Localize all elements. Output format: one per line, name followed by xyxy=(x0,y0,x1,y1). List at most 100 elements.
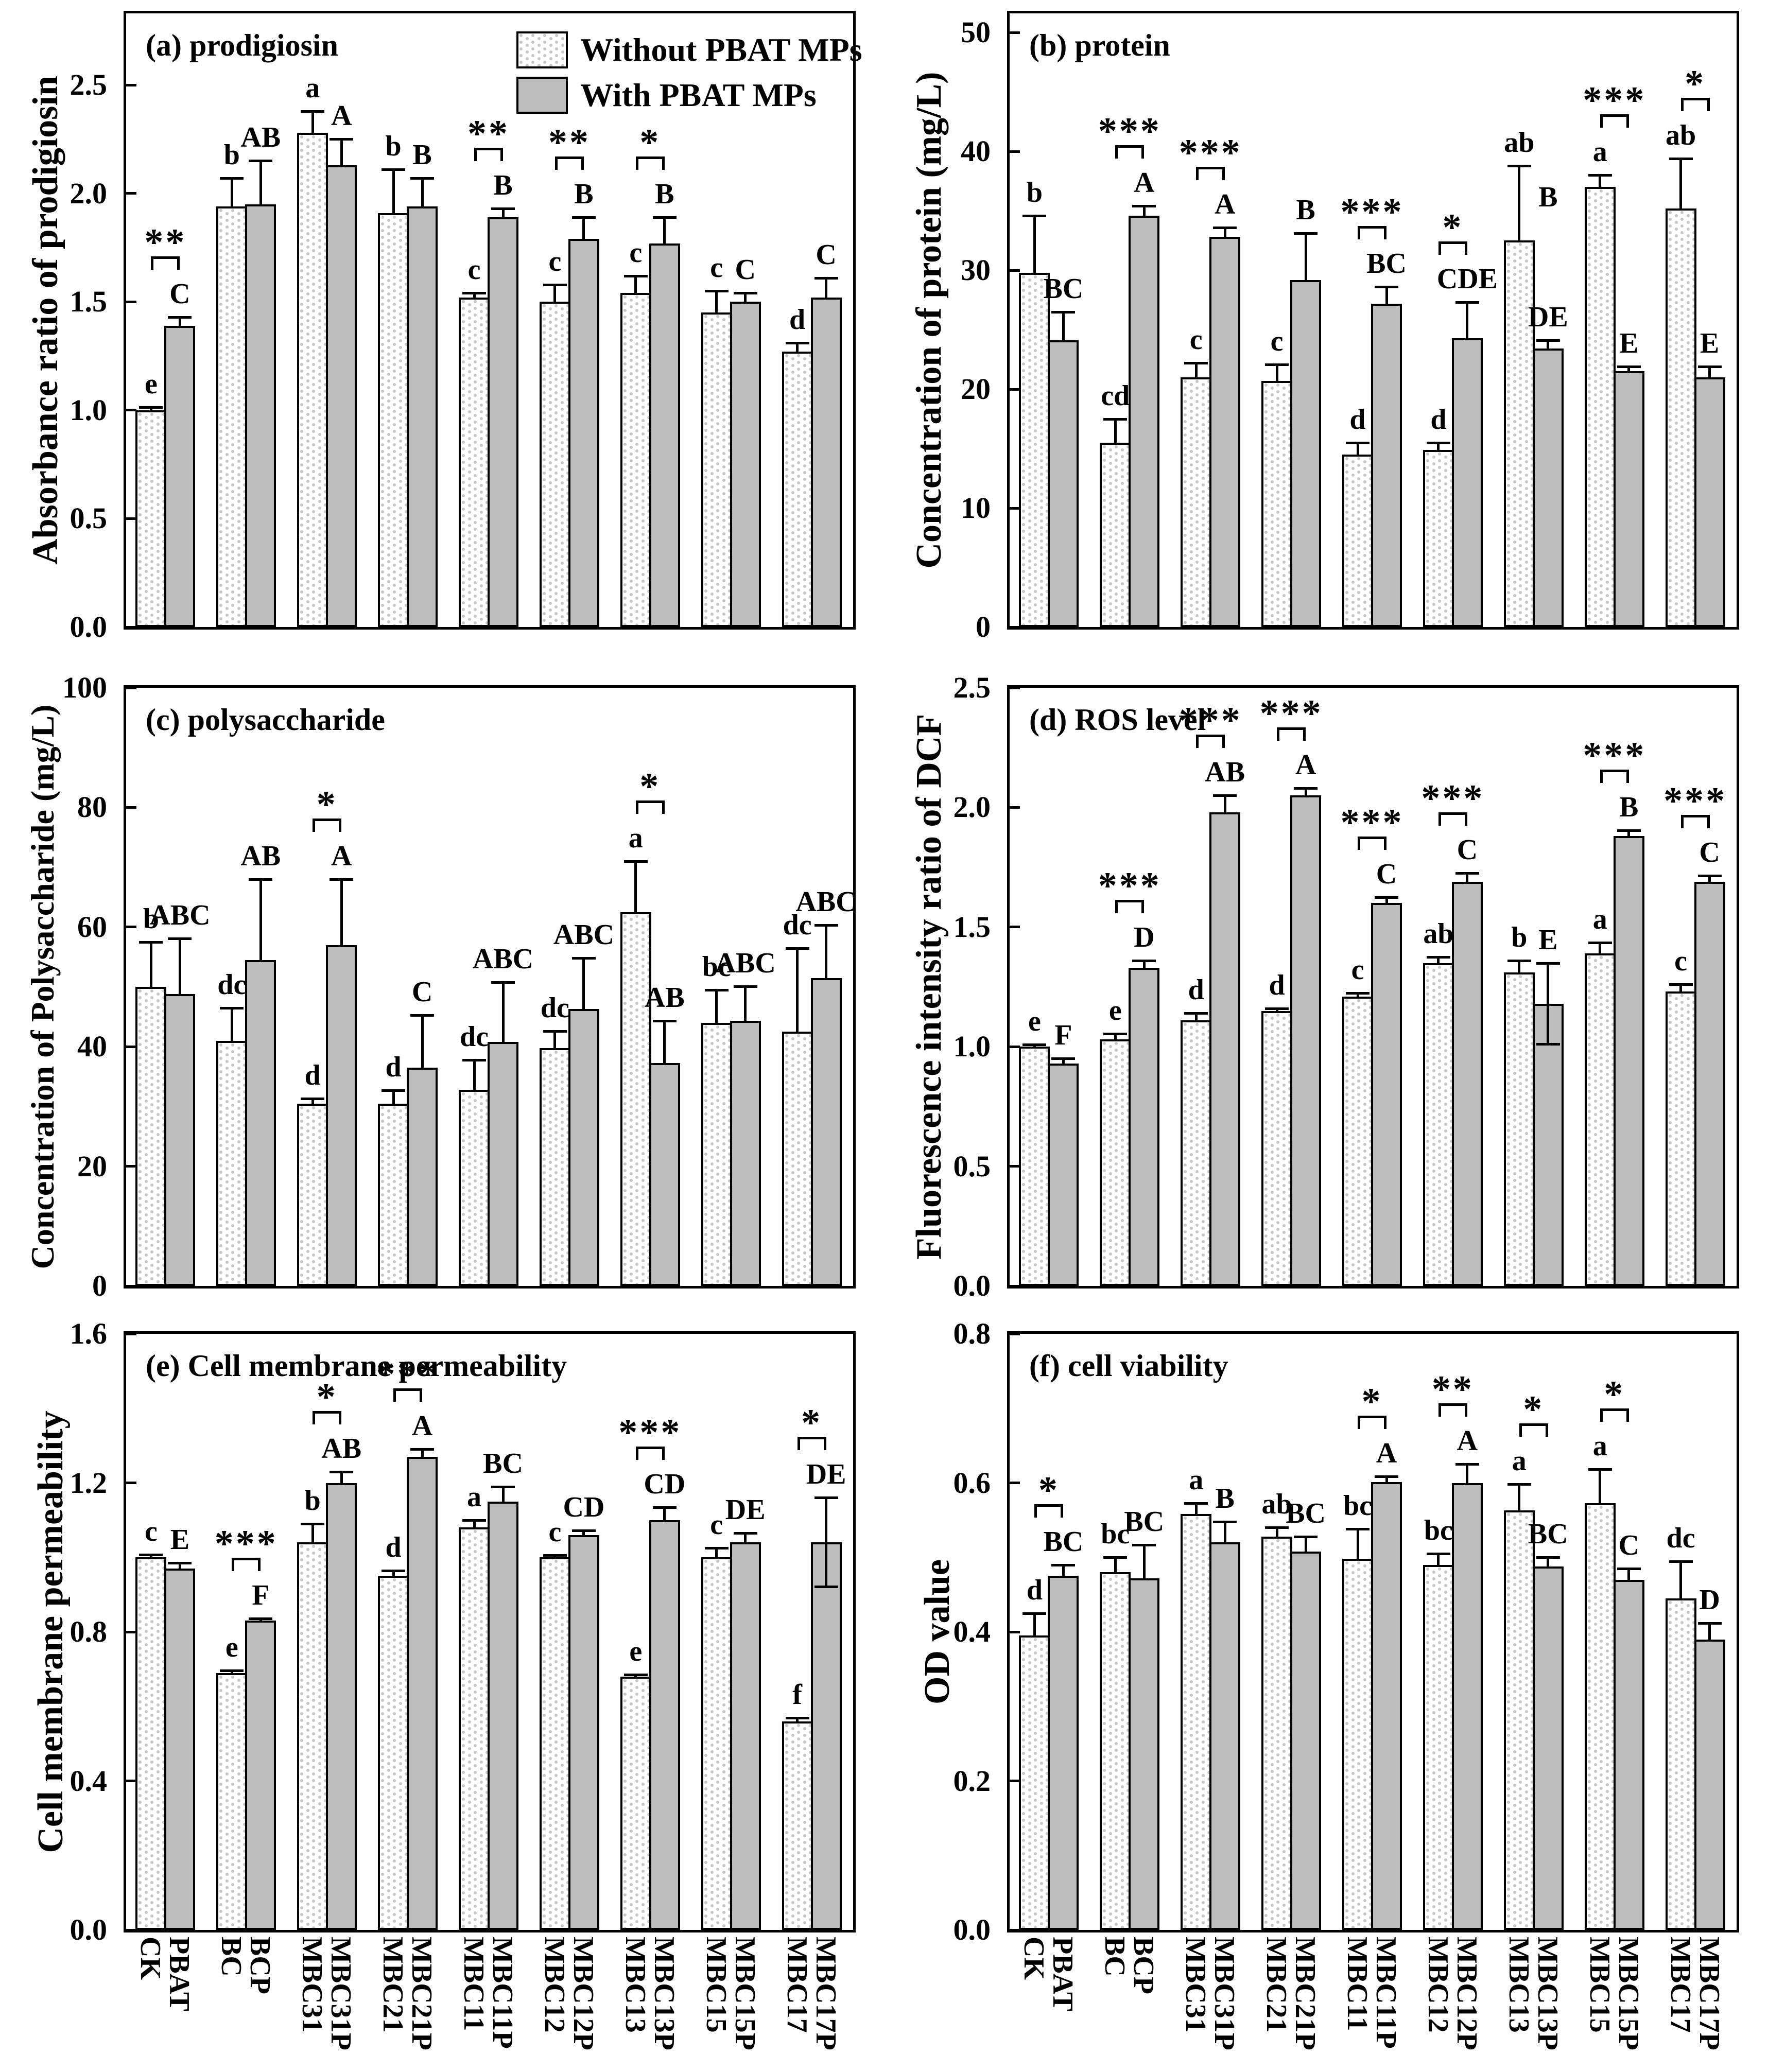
y-axis-title-a: Absorbance ratio of prodigiosin xyxy=(26,76,65,565)
sig-letter-BCP: D xyxy=(1134,921,1155,953)
error-cap xyxy=(652,1506,677,1509)
error-cap xyxy=(410,177,435,180)
error-cap xyxy=(1697,1622,1722,1625)
error-cap xyxy=(1588,942,1612,944)
y-tick-label: 1.0 xyxy=(953,1030,991,1064)
x-tick-label-MBC11: MBC11 xyxy=(1341,1937,1373,2031)
sig-letter-MBC13P: BC xyxy=(1528,1518,1568,1551)
error-bar-MBC21 xyxy=(392,1090,395,1105)
error-cap xyxy=(814,924,838,927)
sig-letter-MBC17P: E xyxy=(1700,327,1720,360)
sig-stars: *** xyxy=(214,1522,278,1565)
sig-letter-MBC13: c xyxy=(629,236,643,269)
sig-bracket xyxy=(554,156,584,170)
x-tick-label-MBC15: MBC15 xyxy=(1583,1937,1616,2033)
bar-MBC13P xyxy=(649,243,680,627)
error-bar-MBC15 xyxy=(1599,1469,1602,1504)
sig-stars: * xyxy=(1442,206,1464,249)
bar-MBC17P xyxy=(1694,881,1725,1286)
error-cap xyxy=(1507,1483,1531,1486)
error-cap xyxy=(168,316,192,319)
error-cap xyxy=(704,1547,729,1550)
sig-bracket xyxy=(1115,145,1145,159)
error-cap xyxy=(1617,829,1641,832)
error-bar-MBC31 xyxy=(311,1099,314,1105)
x-tick-label-MBC15P: MBC15P xyxy=(1612,1937,1644,2050)
bar-MBC12P xyxy=(1451,1483,1483,1930)
y-tick-label: 0.0 xyxy=(70,1913,108,1946)
sig-bracket xyxy=(313,1411,342,1424)
bar-MBC31 xyxy=(1181,1020,1212,1286)
error-cap xyxy=(1213,226,1237,229)
y-tick xyxy=(126,192,136,195)
panel-title-a: (a) prodigiosin xyxy=(146,28,338,62)
sig-letter-BCP: F xyxy=(252,1579,270,1611)
error-bar-BCP xyxy=(1142,960,1146,969)
error-cap xyxy=(1022,1043,1047,1046)
error-cap xyxy=(1426,1553,1450,1555)
error-bar-BC xyxy=(1114,1033,1117,1041)
sig-letter-MBC21P: A xyxy=(411,1410,433,1442)
sig-letter-MBC31P: A xyxy=(331,840,352,872)
bar-MBC17P xyxy=(1694,1639,1725,1930)
bar-MBC15 xyxy=(701,312,732,627)
error-bar-MBC21 xyxy=(392,169,395,214)
error-cap xyxy=(733,292,757,295)
x-tick-label-PBAT: PBAT xyxy=(163,1937,196,2012)
error-cap xyxy=(220,177,244,180)
bar-MBC13P xyxy=(1532,1566,1564,1930)
error-bar-MBC21 xyxy=(1275,1008,1278,1012)
bar-MBC11 xyxy=(1342,996,1373,1286)
legend-label-without: Without PBAT MPs xyxy=(580,31,862,68)
error-cap xyxy=(814,1496,838,1500)
y-tick-label: 1.6 xyxy=(70,1317,108,1350)
y-tick xyxy=(126,409,136,412)
error-cap xyxy=(1588,174,1612,177)
x-tick-label-MBC11: MBC11 xyxy=(458,1937,490,2031)
error-cap xyxy=(785,342,809,345)
sig-stars: *** xyxy=(618,1411,682,1454)
sig-bracket xyxy=(1519,1423,1548,1437)
error-bar-MBC11 xyxy=(473,1520,476,1529)
error-bar-MBC21P xyxy=(421,1015,424,1069)
sig-letter-CK: d xyxy=(1026,1574,1043,1606)
y-tick xyxy=(1010,269,1020,272)
bar-MBC21P xyxy=(407,1456,438,1930)
bar-MBC31 xyxy=(297,132,328,627)
sig-stars: * xyxy=(316,783,338,826)
bar-MBC11P xyxy=(488,1501,518,1930)
sig-letter-MBC21: d xyxy=(1269,969,1285,1001)
sig-letter-MBC31: d xyxy=(1188,974,1204,1006)
error-bar-CK xyxy=(149,1554,152,1559)
bar-MBC15P xyxy=(1613,836,1644,1286)
error-cap xyxy=(1132,1543,1156,1546)
bar-BCP xyxy=(245,1621,276,1930)
panel-title-b: (b) protein xyxy=(1029,28,1170,62)
bar-MBC15 xyxy=(1584,1503,1616,1930)
y-tick-label: 50 xyxy=(961,15,991,49)
error-bar-MBC15P xyxy=(744,293,747,303)
error-bar-MBC15P xyxy=(1627,830,1631,838)
error-cap xyxy=(1346,991,1370,995)
y-tick-label: 100 xyxy=(62,671,107,704)
error-bar-BCP xyxy=(259,1618,262,1622)
sig-letter-MBC15P: DE xyxy=(725,1494,766,1526)
bar-MBC13P xyxy=(1532,1003,1564,1286)
error-cap xyxy=(623,1673,648,1676)
sig-stars: * xyxy=(1038,1469,1060,1511)
x-tick-label-MBC13P: MBC13P xyxy=(648,1937,680,2050)
y-tick-label: 40 xyxy=(961,134,991,168)
error-bar-MBC11 xyxy=(1356,442,1359,456)
sig-letter-MBC12: d xyxy=(1430,403,1447,436)
error-bar-MBC15P xyxy=(1627,1569,1631,1581)
sig-letter-MBC31P: A xyxy=(331,100,352,132)
error-cap xyxy=(1697,365,1722,369)
bar-MBC11P xyxy=(1371,303,1402,627)
sig-stars: *** xyxy=(376,1353,440,1396)
error-cap xyxy=(1455,301,1479,304)
bar-MBC21 xyxy=(378,213,409,627)
bar-MBC17 xyxy=(1665,208,1696,627)
y-tick xyxy=(1010,1332,1020,1335)
error-cap xyxy=(1022,214,1047,217)
y-tick-label: 0.5 xyxy=(70,501,108,535)
